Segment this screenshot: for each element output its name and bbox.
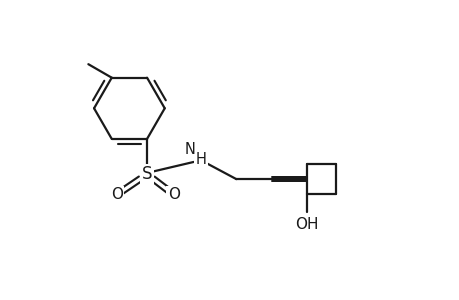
Text: O: O: [168, 187, 179, 202]
Text: O: O: [111, 187, 123, 202]
Text: S: S: [141, 165, 152, 183]
Text: H: H: [195, 152, 206, 167]
Text: OH: OH: [295, 218, 318, 232]
Text: N: N: [185, 142, 195, 157]
